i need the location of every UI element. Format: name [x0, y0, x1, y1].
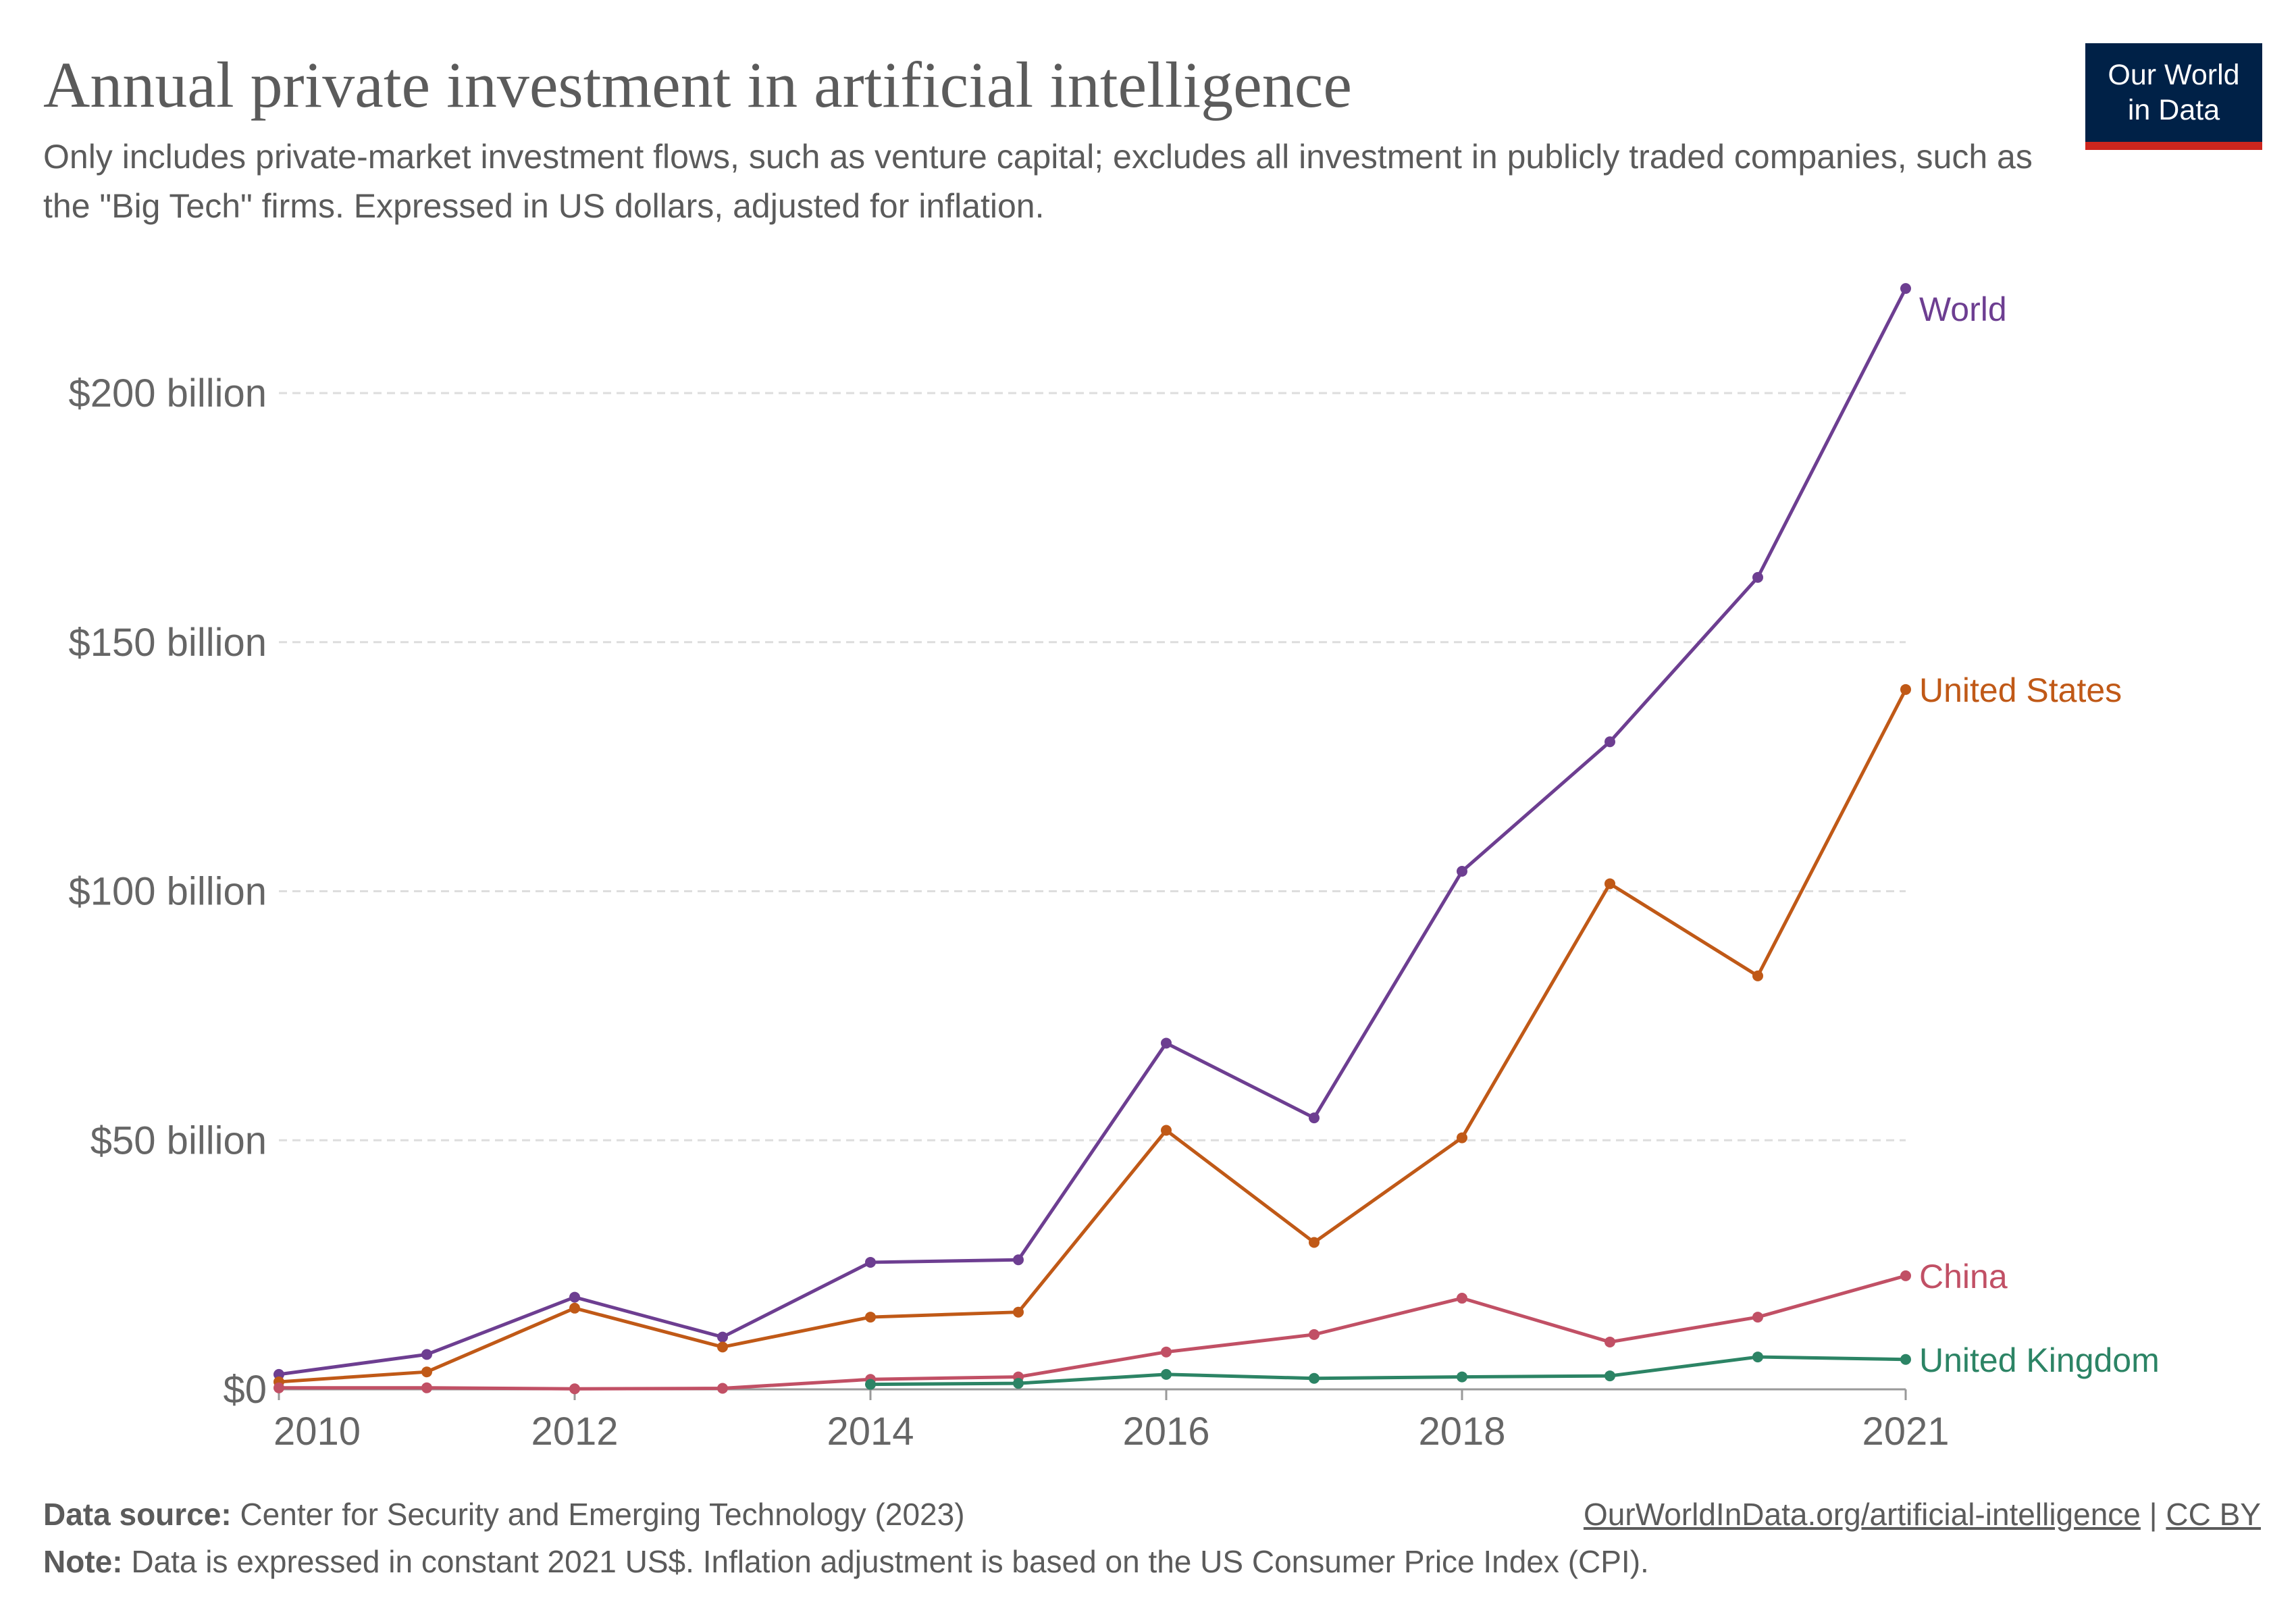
data-point — [717, 1331, 728, 1343]
data-point — [1309, 1372, 1320, 1384]
data-point — [1161, 1368, 1172, 1380]
data-point — [1457, 1293, 1467, 1304]
series-label: United States — [1919, 671, 2122, 709]
series-label: China — [1919, 1258, 2008, 1295]
y-tick-label: $150 billion — [69, 621, 267, 665]
x-tick-label: 2018 — [1418, 1410, 1505, 1453]
data-point — [569, 1291, 580, 1303]
data-point — [865, 1379, 876, 1390]
data-point — [1604, 1336, 1615, 1347]
x-tick-label: 2016 — [1122, 1410, 1209, 1453]
data-point — [421, 1366, 432, 1378]
note-text: Data is expressed in constant 2021 US$. … — [131, 1544, 1649, 1579]
data-point — [1457, 866, 1467, 877]
logo-line-2: in Data — [2127, 94, 2220, 126]
data-point — [1900, 283, 1911, 294]
x-tick-label: 2021 — [1862, 1410, 1949, 1453]
data-point — [865, 1312, 876, 1323]
data-point — [1752, 970, 1763, 981]
owid-logo[interactable]: Our World in Data — [2085, 43, 2262, 150]
y-tick-label: $200 billion — [69, 371, 267, 415]
data-note: Note: Data is expressed in constant 2021… — [43, 1543, 1649, 1580]
footer-links: OurWorldInData.org/artificial-intelligen… — [1584, 1496, 2261, 1533]
data-point — [1013, 1378, 1024, 1389]
data-source-label: Data source: — [43, 1497, 232, 1532]
data-point — [421, 1349, 432, 1360]
series-line — [279, 1274, 1906, 1391]
data-point — [569, 1302, 580, 1314]
data-point — [1900, 684, 1911, 695]
data-point — [273, 1368, 284, 1380]
data-point — [1013, 1254, 1024, 1266]
x-tick-label: 2012 — [531, 1410, 618, 1453]
data-point — [1457, 1132, 1467, 1143]
data-point — [865, 1256, 876, 1268]
series-label: World — [1919, 290, 2007, 328]
data-point — [1309, 1329, 1320, 1340]
series-line — [278, 287, 1908, 1376]
data-point — [273, 1382, 284, 1393]
data-point — [1752, 571, 1763, 583]
data-point — [1309, 1237, 1320, 1248]
x-tick-label: 2014 — [827, 1410, 914, 1453]
chart-title: Annual private investment in artificial … — [43, 49, 1352, 121]
license-link[interactable]: CC BY — [2166, 1497, 2261, 1532]
chart-subtitle: Only includes private-market investment … — [43, 138, 2033, 225]
data-point — [1752, 1312, 1763, 1323]
y-tick-label: $100 billion — [69, 870, 267, 914]
x-tick-label: 2010 — [273, 1410, 361, 1453]
series-label: United Kingdom — [1919, 1341, 2160, 1379]
data-point — [1604, 878, 1615, 890]
data-point — [717, 1341, 728, 1353]
source-link[interactable]: OurWorldInData.org/artificial-intelligen… — [1583, 1497, 2141, 1532]
data-point — [1457, 1371, 1467, 1383]
data-point — [1161, 1346, 1172, 1358]
data-point — [569, 1383, 580, 1395]
note-label: Note: — [43, 1544, 123, 1579]
data-point — [1161, 1037, 1172, 1049]
series-line — [870, 1355, 1906, 1387]
data-point — [1604, 736, 1615, 748]
data-point — [1013, 1306, 1024, 1318]
data-source: Data source: Center for Security and Eme… — [43, 1496, 965, 1533]
logo-line-1: Our World — [2108, 59, 2240, 91]
data-point — [1900, 1354, 1911, 1365]
data-point — [1161, 1125, 1172, 1136]
y-tick-label: $50 billion — [90, 1118, 267, 1162]
data-source-text: Center for Security and Emerging Technol… — [240, 1497, 965, 1532]
footer-separator: | — [2149, 1497, 2158, 1532]
data-point — [421, 1382, 432, 1393]
series-line — [278, 688, 1908, 1384]
data-point — [717, 1383, 728, 1394]
data-point — [1900, 1270, 1911, 1281]
data-point — [1604, 1370, 1615, 1382]
data-point — [1309, 1112, 1320, 1124]
data-point — [1752, 1352, 1763, 1363]
y-tick-label: $0 — [223, 1368, 267, 1412]
